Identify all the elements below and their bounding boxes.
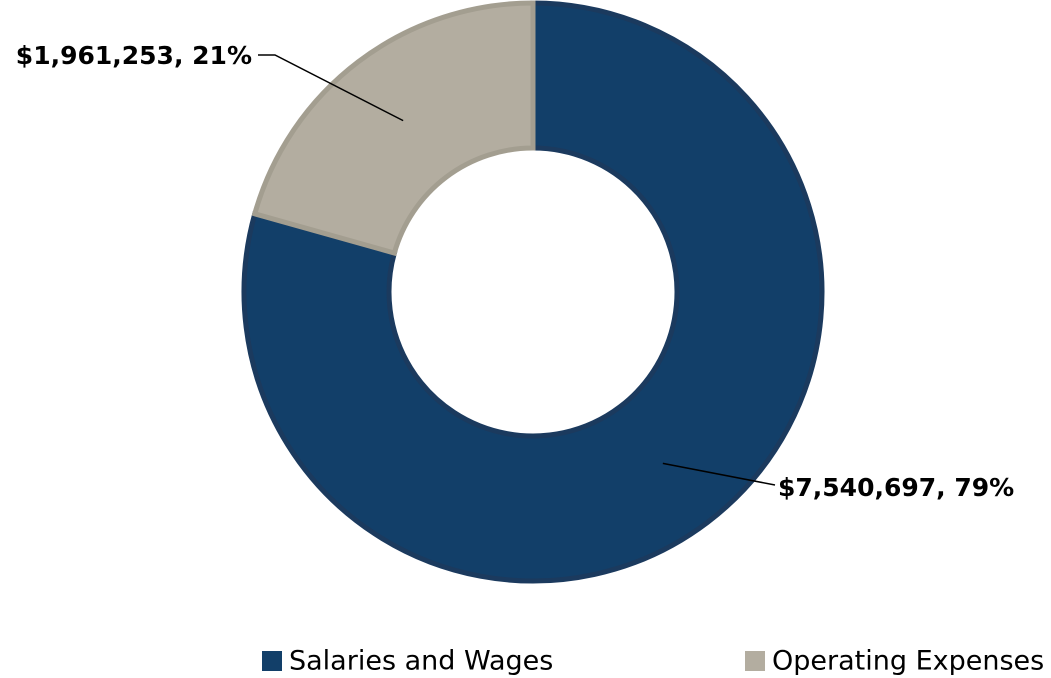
legend-label: Salaries and Wages bbox=[289, 646, 553, 677]
leader-line bbox=[258, 54, 404, 122]
donut-slice bbox=[251, 0, 536, 257]
data-label: $1,961,253, 21% bbox=[16, 41, 252, 70]
legend-label: Operating Expenses bbox=[772, 646, 1044, 677]
legend-swatch bbox=[745, 651, 765, 671]
data-label: $7,540,697, 79% bbox=[778, 473, 1014, 502]
leader-line bbox=[662, 462, 776, 486]
donut-slice bbox=[241, 0, 825, 584]
legend-swatch bbox=[262, 651, 282, 671]
